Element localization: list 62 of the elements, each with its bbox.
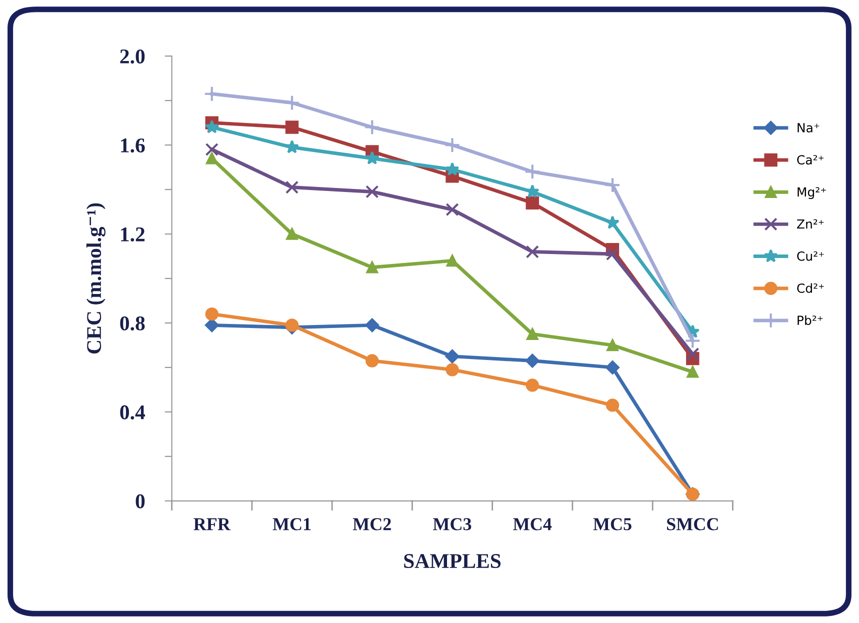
legend-label: Cd²⁺: [797, 283, 824, 293]
point: [206, 152, 218, 164]
point: [604, 177, 621, 194]
point: [285, 140, 299, 154]
point: [445, 162, 460, 176]
legend-label: Cu²⁺: [797, 251, 824, 261]
point: [284, 94, 300, 111]
point: [606, 216, 620, 229]
y-tick-label: 0: [136, 494, 145, 508]
point: [526, 378, 539, 392]
point: [444, 137, 460, 154]
point: [446, 254, 458, 267]
point: [204, 318, 219, 332]
x-tick-label: MC1: [272, 518, 311, 530]
point: [686, 348, 700, 361]
y-tick-label: 1.2: [121, 227, 145, 242]
point: [204, 86, 220, 102]
legend-label: Zn²⁺: [797, 219, 824, 229]
y-tick-label: 2.0: [120, 49, 145, 64]
point: [686, 366, 699, 378]
point: [526, 328, 538, 340]
point: [366, 261, 378, 274]
point: [525, 354, 540, 368]
point: [606, 247, 620, 261]
point: [446, 363, 459, 376]
point: [365, 151, 380, 164]
x-tick-label: MC4: [513, 518, 552, 530]
y-tick-label: 0.8: [120, 316, 145, 330]
x-tick-label: RFR: [194, 518, 231, 530]
legend-label: Mg²⁺: [798, 187, 826, 200]
point: [446, 202, 459, 216]
point: [286, 228, 298, 240]
point: [366, 354, 379, 368]
x-axis-title: SAMPLES: [404, 554, 501, 568]
point: [684, 332, 701, 349]
point: [285, 318, 299, 332]
point: [524, 164, 540, 180]
point: [285, 120, 299, 134]
y-tick-label: 1.6: [121, 138, 145, 153]
legend-label: Ca²⁺: [797, 155, 824, 165]
y-axis-title: CEC (m.mol.g⁻¹): [86, 203, 106, 354]
point: [365, 318, 380, 332]
point: [606, 339, 618, 352]
x-tick-label: MC5: [593, 518, 632, 530]
point: [525, 184, 540, 198]
point: [606, 398, 620, 412]
y-tick-label: 0.4: [120, 405, 146, 420]
x-tick-label: MC3: [433, 518, 472, 530]
point: [285, 180, 299, 194]
legend-label: Na⁺: [798, 123, 820, 132]
point: [366, 185, 379, 198]
x-tick-label: MC2: [352, 518, 391, 530]
x-tick-label: SMCC: [667, 518, 718, 530]
point: [445, 349, 460, 364]
point: [526, 196, 539, 210]
point: [364, 119, 380, 136]
point: [606, 360, 620, 374]
point: [205, 142, 218, 156]
legend-label: Pb²⁺: [798, 315, 823, 326]
point: [205, 307, 218, 321]
point: [526, 245, 539, 258]
point: [204, 120, 219, 134]
